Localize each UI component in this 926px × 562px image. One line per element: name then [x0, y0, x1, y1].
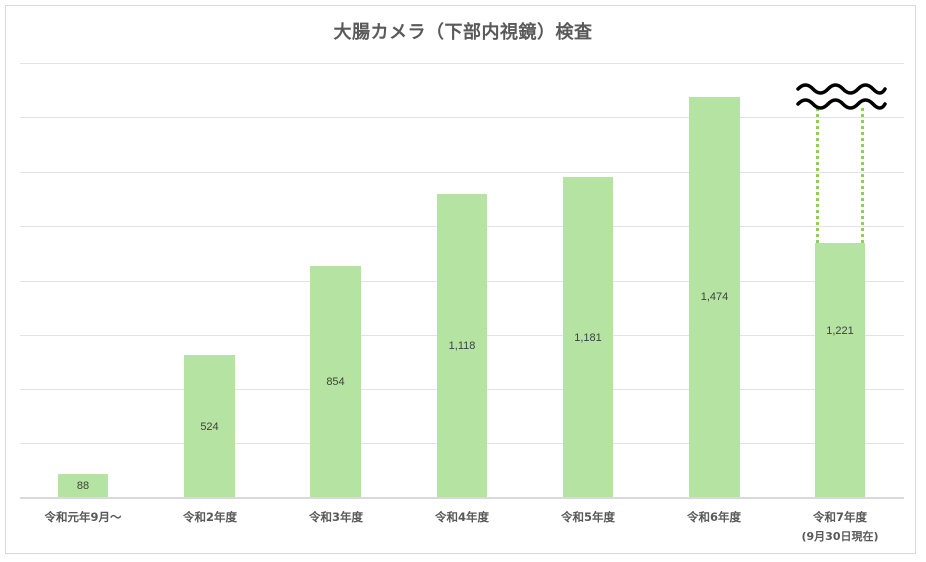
bar-r3: 854 [310, 266, 361, 498]
x-tick-label: 令和元年9月～ [44, 510, 122, 524]
x-tick-sublabel: (9月30日現在) [801, 530, 879, 543]
bar-value-label: 1,181 [574, 332, 602, 344]
bar-r5: 1,181 [563, 177, 613, 498]
bar-value-label: 88 [76, 480, 90, 492]
x-tick-label: 令和4年度 [434, 510, 489, 524]
x-tick-label: 令和2年度 [182, 510, 237, 524]
x-tick-label: 令和5年度 [560, 510, 615, 524]
bar-value-label: 854 [326, 376, 345, 388]
bar-value-label: 1,118 [448, 340, 476, 352]
gridline-1400 [20, 117, 904, 118]
bar-value-label: 524 [200, 421, 219, 433]
bar-r2: 524 [184, 355, 235, 498]
projection-dotted-line-right [861, 108, 864, 243]
x-tick-label: 令和3年度 [308, 510, 363, 524]
bar-r7: 1,221 [815, 243, 865, 498]
chart-title: 大腸カメラ（下部内視鏡）検査 [333, 22, 593, 43]
bar-value-label: 1,474 [700, 291, 729, 303]
break-wave-icon [796, 83, 887, 110]
x-tick-label: 令和6年度 [686, 510, 741, 524]
bar-value-label: 1,221 [826, 325, 854, 337]
bar-r6: 1,474 [689, 97, 740, 498]
bar-r1: 88 [58, 474, 108, 498]
projection-dotted-line-left [816, 108, 819, 243]
x-tick-label: 令和7年度 [812, 510, 867, 524]
gridline-1200 [20, 172, 904, 173]
bar-r4: 1,118 [437, 194, 487, 498]
x-axis-baseline [20, 497, 904, 499]
gridline-1600 [20, 63, 904, 64]
